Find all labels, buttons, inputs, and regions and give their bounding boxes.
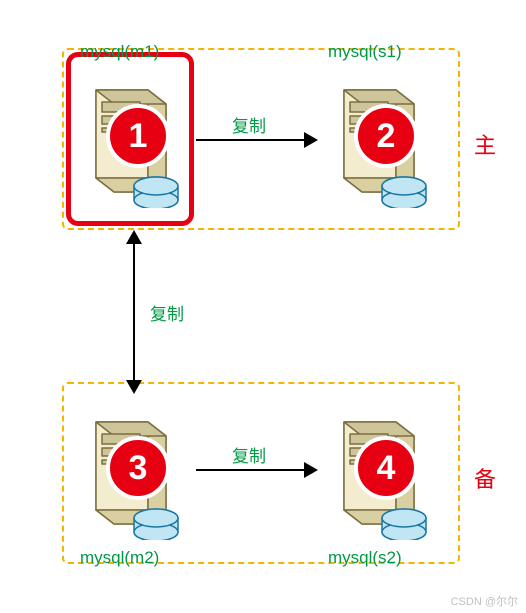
server-m2: 3 bbox=[78, 400, 188, 540]
arrow-m1-s1-line bbox=[196, 139, 306, 141]
side-label-bottom: 备 bbox=[474, 462, 496, 494]
arrow-m2-s2-label: 复制 bbox=[232, 442, 266, 467]
server-label-s2: mysql(s2) bbox=[328, 548, 402, 568]
badge-text: 1 bbox=[129, 117, 148, 156]
server-s2: 4 bbox=[326, 400, 436, 540]
server-m1: 1 bbox=[78, 68, 188, 208]
server-label-s1: mysql(s1) bbox=[328, 42, 402, 62]
arrow-m1-m2-head-bot bbox=[126, 380, 142, 394]
server-s1: 2 bbox=[326, 68, 436, 208]
watermark: CSDN @尔尔 bbox=[451, 593, 518, 609]
arrow-m1-m2-line bbox=[133, 242, 135, 382]
arrow-m1-s1-label: 复制 bbox=[232, 112, 266, 137]
arrow-m2-s2-line bbox=[196, 469, 306, 471]
server-badge-s2: 4 bbox=[354, 436, 418, 500]
server-badge-m2: 3 bbox=[106, 436, 170, 500]
server-label-m1: mysql(m1) bbox=[80, 42, 159, 62]
side-label-top: 主 bbox=[474, 128, 496, 160]
badge-text: 3 bbox=[129, 449, 148, 488]
server-badge-s1: 2 bbox=[354, 104, 418, 168]
badge-text: 4 bbox=[377, 449, 396, 488]
server-badge-m1: 1 bbox=[106, 104, 170, 168]
arrow-m2-s2-head bbox=[304, 462, 318, 478]
server-label-m2: mysql(m2) bbox=[80, 548, 159, 568]
badge-text: 2 bbox=[377, 117, 396, 156]
arrow-m1-m2-head-top bbox=[126, 230, 142, 244]
arrow-m1-s1-head bbox=[304, 132, 318, 148]
arrow-m1-m2-label: 复制 bbox=[150, 300, 184, 325]
